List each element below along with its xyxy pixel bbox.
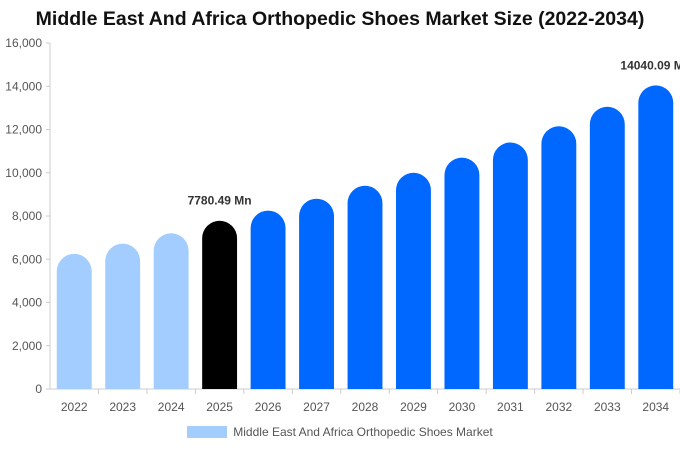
x-tick-label: 2024 <box>158 400 185 414</box>
bar-2024 <box>153 233 189 389</box>
data-label-2034: 14040.09 Mn <box>620 58 680 72</box>
x-tick-label: 2030 <box>449 400 476 414</box>
x-tick-label: 2028 <box>352 400 379 414</box>
x-tick-label: 2034 <box>642 400 669 414</box>
bar-2022 <box>56 253 92 389</box>
bar-2032 <box>541 126 577 390</box>
bar-2031 <box>492 142 528 389</box>
y-tick-label: 16,000 <box>5 36 42 50</box>
y-tick-label: 6,000 <box>12 252 42 266</box>
x-tick-label: 2033 <box>594 400 621 414</box>
data-label-2025: 7780.49 Mn <box>188 194 252 208</box>
bar-2026 <box>250 210 286 389</box>
chart-title: Middle East And Africa Orthopedic Shoes … <box>35 8 645 30</box>
legend: Middle East And Africa Orthopedic Shoes … <box>0 425 680 439</box>
axes: 0 2,000 4,000 6,000 8,000 10,000 12,000 14,000 1… <box>5 36 680 414</box>
bar-2029 <box>396 172 431 389</box>
legend-label: Middle East And Africa Orthopedic Shoes … <box>233 425 493 439</box>
x-tick-label: 2029 <box>400 400 427 414</box>
bar-2028 <box>347 185 383 389</box>
y-tick-label: 8,000 <box>12 209 42 223</box>
bar-2023 <box>105 243 141 389</box>
bar-2034 <box>638 85 674 389</box>
x-tick-label: 2031 <box>497 400 524 414</box>
bar-2025 <box>202 220 238 389</box>
y-tick-label: 0 <box>35 382 42 396</box>
x-tick-label: 2023 <box>109 400 136 414</box>
y-tick-label: 12,000 <box>5 123 42 137</box>
legend-swatch <box>187 426 228 438</box>
y-tick-label: 4,000 <box>12 296 42 310</box>
x-tick-label: 2022 <box>61 400 88 414</box>
labels: 7780.49 Mn 14040.09 Mn <box>188 58 680 207</box>
bar-2033 <box>589 106 625 389</box>
bar-2030 <box>444 157 480 389</box>
y-tick-label: 10,000 <box>5 166 42 180</box>
y-tick-label: 2,000 <box>12 339 42 353</box>
x-tick-label: 2027 <box>303 400 330 414</box>
y-tick-label: 14,000 <box>5 79 42 93</box>
bars <box>56 85 674 390</box>
x-tick-label: 2026 <box>255 400 282 414</box>
x-tick-label: 2025 <box>206 400 233 414</box>
x-tick-label: 2032 <box>545 400 572 414</box>
bar-2027 <box>299 198 334 389</box>
